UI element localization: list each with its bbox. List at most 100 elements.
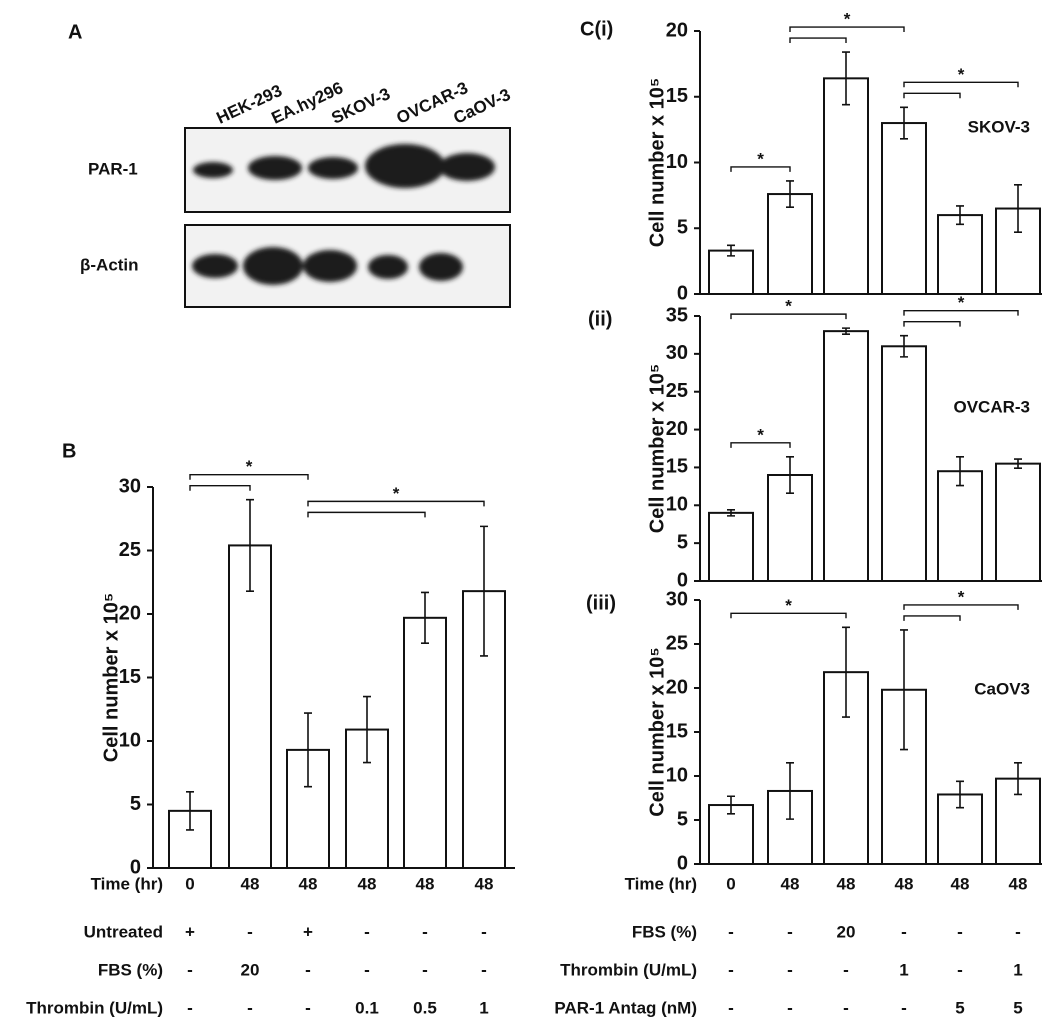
- condition-value: 48: [951, 874, 970, 893]
- y-axis-label: Cell number x 10⁵: [100, 593, 122, 762]
- significance-label: *: [958, 293, 965, 312]
- error-bar: [304, 712, 312, 788]
- error-bar: [842, 626, 850, 718]
- significance-label: *: [958, 65, 965, 84]
- condition-value: -: [481, 922, 487, 941]
- error-bar: [727, 795, 735, 815]
- significance-bracket: [730, 166, 791, 172]
- condition-value: 5: [955, 998, 964, 1017]
- condition-value: 1: [479, 998, 488, 1017]
- bar: [823, 330, 869, 582]
- error-bar: [1014, 184, 1022, 233]
- y-tick-label: 25: [119, 539, 141, 561]
- condition-value: 20: [837, 922, 856, 941]
- significance-bracket: [189, 474, 309, 480]
- y-tick-label: 5: [677, 531, 688, 553]
- significance-bracket: [903, 309, 1019, 316]
- condition-value: -: [247, 998, 253, 1017]
- significance-bracket: [730, 612, 847, 619]
- error-bar: [956, 780, 964, 809]
- condition-label: Thrombin (U/mL): [26, 998, 163, 1017]
- condition-value: 48: [1009, 874, 1028, 893]
- bar: [881, 122, 927, 295]
- panel-label: (ii): [588, 308, 612, 330]
- bar: [168, 809, 212, 869]
- error-bar: [1014, 458, 1022, 469]
- condition-label: Untreated: [84, 922, 163, 941]
- condition-value: -: [957, 960, 963, 979]
- bar: [708, 249, 754, 295]
- y-tick-label: 0: [130, 856, 141, 878]
- condition-value: -: [787, 960, 793, 979]
- condition-label: FBS (%): [98, 960, 163, 979]
- condition-value: 0.1: [355, 998, 379, 1017]
- condition-value: -: [843, 960, 849, 979]
- y-tick-label: 10: [666, 494, 688, 516]
- condition-value: -: [422, 960, 428, 979]
- condition-value: 5: [1013, 998, 1022, 1017]
- y-tick-label: 15: [666, 456, 688, 478]
- bar: [995, 462, 1041, 582]
- condition-value: 48: [299, 874, 318, 893]
- condition-value: -: [187, 998, 193, 1017]
- bar: [228, 544, 272, 869]
- condition-value: 0.5: [413, 998, 437, 1017]
- condition-label: Time (hr): [625, 874, 697, 893]
- condition-value: -: [901, 998, 907, 1017]
- significance-label: *: [757, 425, 764, 444]
- y-axis-label: Cell number x 10⁵: [646, 364, 668, 533]
- blot-strip: [184, 127, 511, 213]
- y-tick-label: 15: [119, 666, 141, 688]
- condition-value: 0: [185, 874, 194, 893]
- blot-row-label: PAR-1: [88, 159, 138, 178]
- y-tick-label: 5: [677, 217, 688, 239]
- blot-strip: [184, 224, 511, 308]
- condition-value: +: [185, 922, 195, 941]
- error-bar: [842, 327, 850, 335]
- error-bar: [186, 791, 194, 831]
- significance-bracket: [903, 604, 1019, 610]
- error-bar: [363, 695, 371, 764]
- condition-value: 48: [241, 874, 260, 893]
- condition-value: -: [787, 922, 793, 941]
- condition-value: -: [957, 922, 963, 941]
- panel-label: B: [62, 440, 76, 462]
- condition-value: 48: [781, 874, 800, 893]
- significance-bracket: [903, 81, 1019, 88]
- condition-value: -: [364, 960, 370, 979]
- y-tick-label: 15: [666, 85, 688, 107]
- y-tick-label: 20: [666, 19, 688, 41]
- condition-label: FBS (%): [632, 922, 697, 941]
- significance-bracket: [189, 485, 251, 491]
- bar: [823, 77, 869, 295]
- significance-bracket: [903, 92, 961, 99]
- blot-row-label: β-Actin: [80, 255, 139, 274]
- y-tick-label: 20: [666, 676, 688, 698]
- y-tick-label: 0: [677, 852, 688, 874]
- significance-bracket: [903, 320, 961, 327]
- y-tick-label: 0: [677, 569, 688, 591]
- significance-bracket: [789, 37, 847, 44]
- condition-value: -: [1015, 922, 1021, 941]
- error-bar: [727, 509, 735, 517]
- error-bar: [246, 498, 254, 592]
- bar: [937, 470, 983, 583]
- error-bar: [900, 334, 908, 358]
- error-bar: [786, 180, 794, 209]
- error-bar: [421, 591, 429, 645]
- condition-value: -: [422, 922, 428, 941]
- significance-label: *: [958, 587, 965, 606]
- y-tick-label: 20: [119, 602, 141, 624]
- y-tick-label: 25: [666, 632, 688, 654]
- condition-value: 48: [895, 874, 914, 893]
- significance-label: *: [246, 457, 253, 476]
- significance-bracket: [307, 511, 426, 518]
- bar: [708, 511, 754, 582]
- significance-bracket: [730, 313, 847, 320]
- error-bar: [842, 51, 850, 106]
- error-bar: [727, 244, 735, 257]
- y-tick-label: 0: [677, 282, 688, 304]
- error-bar: [786, 762, 794, 820]
- significance-label: *: [785, 596, 792, 615]
